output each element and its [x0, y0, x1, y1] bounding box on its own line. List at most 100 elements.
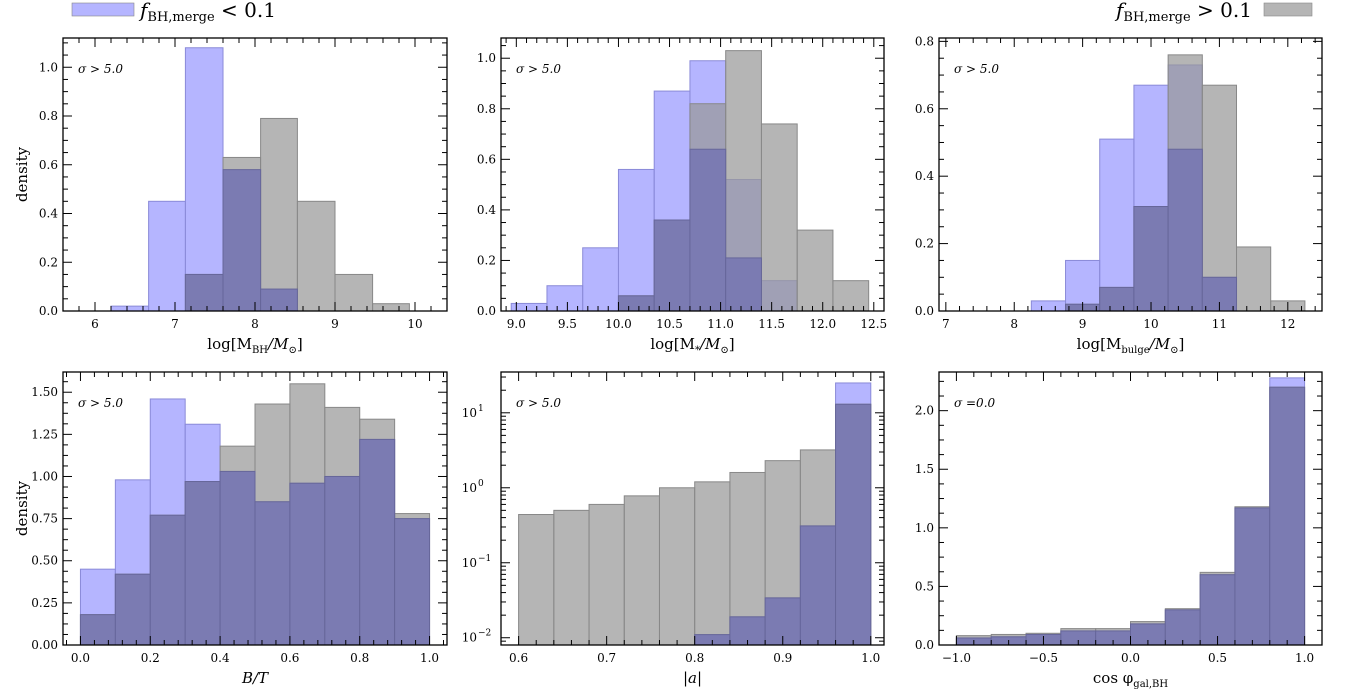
y-tick-label: 0.0 [477, 304, 496, 318]
bar-overlap [835, 403, 872, 646]
bar-grey [260, 117, 298, 312]
x-tick-label: 1.0 [861, 651, 880, 665]
y-tick-exponent: 1 [478, 404, 484, 414]
x-tick-label: 0.7 [597, 651, 616, 665]
y-tick-label: 1.0 [915, 521, 934, 535]
y-tick-label: 0.8 [477, 102, 496, 116]
x-tick-label: 0.2 [141, 651, 160, 665]
bar-overlap [184, 273, 224, 312]
x-tick-label: 12.0 [809, 317, 836, 331]
panel-annotation: σ > 5.0 [516, 62, 561, 76]
x-axis-label: B/T [241, 669, 269, 687]
y-tick-label: 0.2 [39, 255, 58, 269]
legend-left: fBH,merge < 0.1 [71, 0, 276, 25]
x-tick-label: 0.0 [1121, 651, 1140, 665]
x-tick-label: 9.5 [558, 317, 577, 331]
y-tick-label: 1.25 [31, 427, 58, 441]
bar-overlap [1164, 609, 1201, 646]
bar-grey [588, 503, 625, 646]
bar-overlap [184, 481, 221, 646]
plot-frame [938, 37, 1323, 312]
x-tick-label: 7 [171, 317, 179, 331]
panel-3: 7 8 9 10 11 12 0.0 0.2 0.4 0.6 0.8 σ > 5.0 log[Mbulg… [915, 34, 1323, 356]
bar-overlap [689, 148, 727, 312]
legend-left-label: fBH,merge < 0.1 [138, 0, 276, 25]
y-tick-label: 0.6 [915, 102, 934, 116]
x-tick-label: 6 [91, 317, 99, 331]
bar-grey [372, 303, 410, 312]
y-tick-label: 0.2 [915, 237, 934, 251]
y-tick-label: 0.4 [39, 207, 58, 221]
x-tick-label: 10.5 [656, 317, 683, 331]
bar-overlap [254, 501, 291, 646]
panel-annotation: σ > 5.0 [954, 62, 999, 76]
y-tick-label: 1.5 [915, 462, 934, 476]
y-tick-label: 0.00 [31, 638, 58, 652]
x-tick-label: 7 [942, 317, 950, 331]
legend-right-swatch [1263, 2, 1313, 17]
x-tick-label: 10.0 [605, 317, 632, 331]
bar-overlap [799, 525, 837, 646]
x-tick-label: −1.0 [942, 651, 971, 665]
y-tick-label: 0.6 [39, 158, 58, 172]
y-tick-label: 10 [462, 631, 477, 645]
bar-overlap [394, 518, 431, 646]
x-tick-label: 1.0 [1295, 651, 1314, 665]
y-tick-label: 0.25 [31, 596, 58, 610]
bar-grey [518, 514, 555, 646]
y-tick-label: 0.4 [915, 169, 934, 183]
bar-grey [553, 509, 590, 646]
bar-overlap [324, 475, 361, 646]
bar-overlap [79, 614, 116, 646]
bar-blue [1099, 138, 1135, 312]
bar-overlap [260, 288, 298, 312]
bar-grey [760, 123, 798, 312]
bar-blue [546, 285, 584, 312]
x-tick-label: 10 [407, 317, 422, 331]
plot-frame [500, 371, 885, 646]
panel-2: 9.0 9.5 10.0 10.5 11.0 11.5 12.0 12.5 0.0 0.2 0.4 0… [477, 37, 887, 356]
panel-1: 6 7 8 9 10 0.0 0.2 0.4 0.6 0.8 1.0 σ > 5.0 log[MBH​/… [13, 37, 448, 356]
x-axis-label: log[MBH​/M⊙​] [207, 335, 302, 356]
y-tick-exponent: 0 [478, 479, 484, 489]
bar-overlap [653, 219, 691, 312]
y-tick-label: 1.0 [477, 51, 496, 65]
y-tick-label: 0.0 [39, 304, 58, 318]
y-tick-label: 0.8 [915, 34, 934, 48]
y-tick-label: 0.0 [915, 304, 934, 318]
bar-grey [296, 200, 336, 312]
x-tick-label: 0.5 [1208, 651, 1227, 665]
bar-blue [582, 247, 619, 312]
bar-blue [184, 47, 224, 312]
bar-blue [617, 168, 655, 312]
legend-right: fBH,merge > 0.1 [1114, 0, 1313, 25]
x-tick-label: 8 [1010, 317, 1018, 331]
x-tick-label: 9 [1079, 317, 1087, 331]
x-tick-label: 0.8 [685, 651, 704, 665]
bar-grey [729, 471, 766, 646]
x-tick-label: 0.8 [350, 651, 369, 665]
bar-grey [796, 229, 834, 312]
y-tick-label: 0.6 [477, 152, 496, 166]
panel-4: 0.0 0.2 0.4 0.6 0.8 1.0 0.00 0.25 0.50 0.75 1.00 1.… [13, 371, 448, 687]
bar-overlap [1199, 574, 1236, 646]
y-tick-label: 1.0 [39, 60, 58, 74]
bar-overlap [222, 169, 262, 312]
bar-overlap [359, 438, 396, 646]
x-axis-label: cos φgal,BH​ [1093, 669, 1168, 690]
y-tick-label: 0.0 [915, 638, 934, 652]
x-tick-label: 11.5 [758, 317, 785, 331]
x-tick-label: 0.6 [509, 651, 528, 665]
x-axis-label: |a| [683, 669, 702, 687]
y-tick-label: 10 [462, 556, 477, 570]
x-tick-label: 11.0 [707, 317, 734, 331]
x-tick-label: −0.5 [1029, 651, 1058, 665]
bar-overlap [149, 514, 186, 646]
y-tick-exponent: −2 [478, 629, 491, 639]
y-tick-label: 0.75 [31, 512, 58, 526]
x-tick-label: 8 [251, 317, 259, 331]
y-tick-label: 0.4 [477, 203, 496, 217]
bar-overlap [114, 573, 151, 646]
plot-frame [500, 37, 885, 312]
